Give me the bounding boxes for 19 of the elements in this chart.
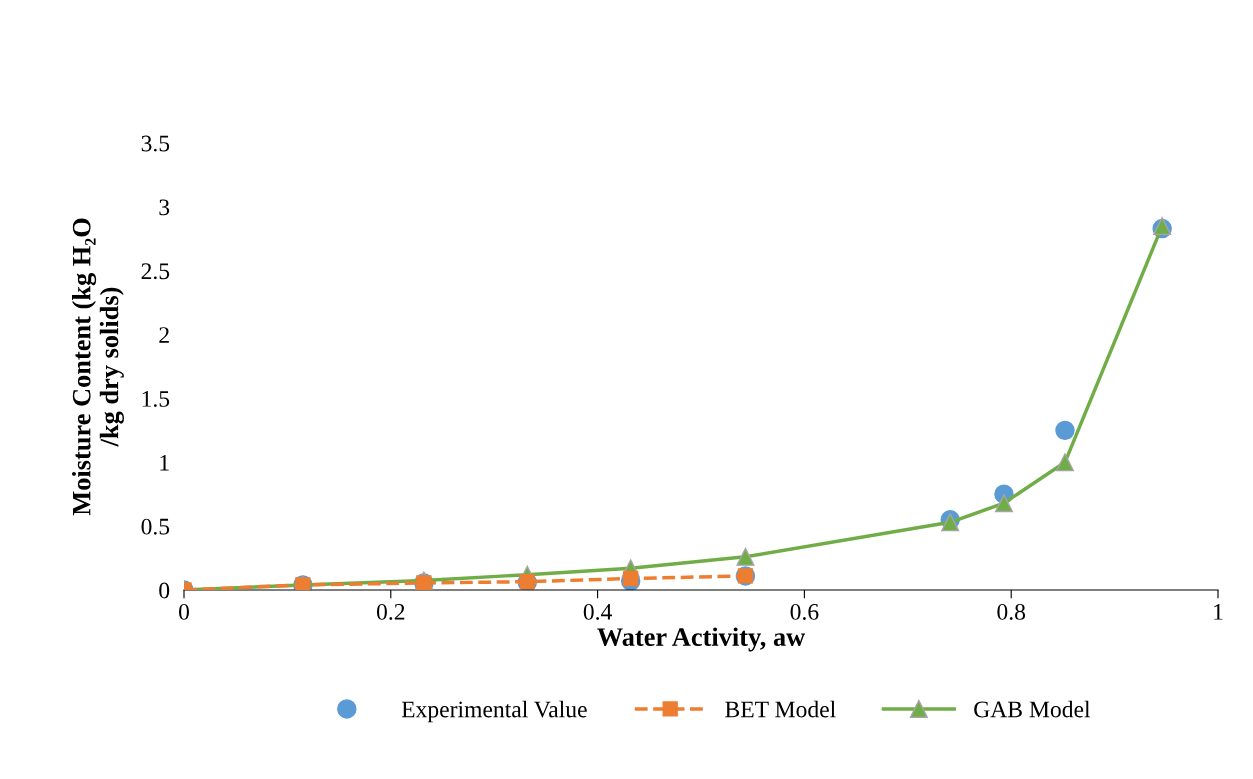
x-tick-label: 0.6 xyxy=(790,603,819,620)
x-tick-label: 0.2 xyxy=(376,603,405,620)
y-tick-label: 0.5 xyxy=(141,518,170,535)
y-axis-title: Moisture Content (kg H₂O /kg dry solids) xyxy=(71,218,124,516)
legend-label: GAB Model xyxy=(974,700,1091,718)
y-tick-label: 2.5 xyxy=(141,263,170,280)
y-tick-label: 1 xyxy=(160,454,169,471)
y-tick-label: 2 xyxy=(159,327,169,343)
legend-label: Experimental Value xyxy=(401,700,587,723)
y-tick-label: 0 xyxy=(159,582,170,599)
legend-label: BET Model xyxy=(725,700,836,718)
y-tick-label: 3 xyxy=(159,199,170,216)
x-tick-label: 0.4 xyxy=(583,603,612,620)
y-tick-label: 1.5 xyxy=(142,391,170,407)
y-tick-label: 3.5 xyxy=(141,135,170,152)
x-tick-label: 0.8 xyxy=(997,603,1026,620)
x-axis-title: Water Activity, aw xyxy=(597,627,806,652)
x-tick-label: 1 xyxy=(1214,603,1223,620)
x-tick-label: 0 xyxy=(179,603,189,620)
